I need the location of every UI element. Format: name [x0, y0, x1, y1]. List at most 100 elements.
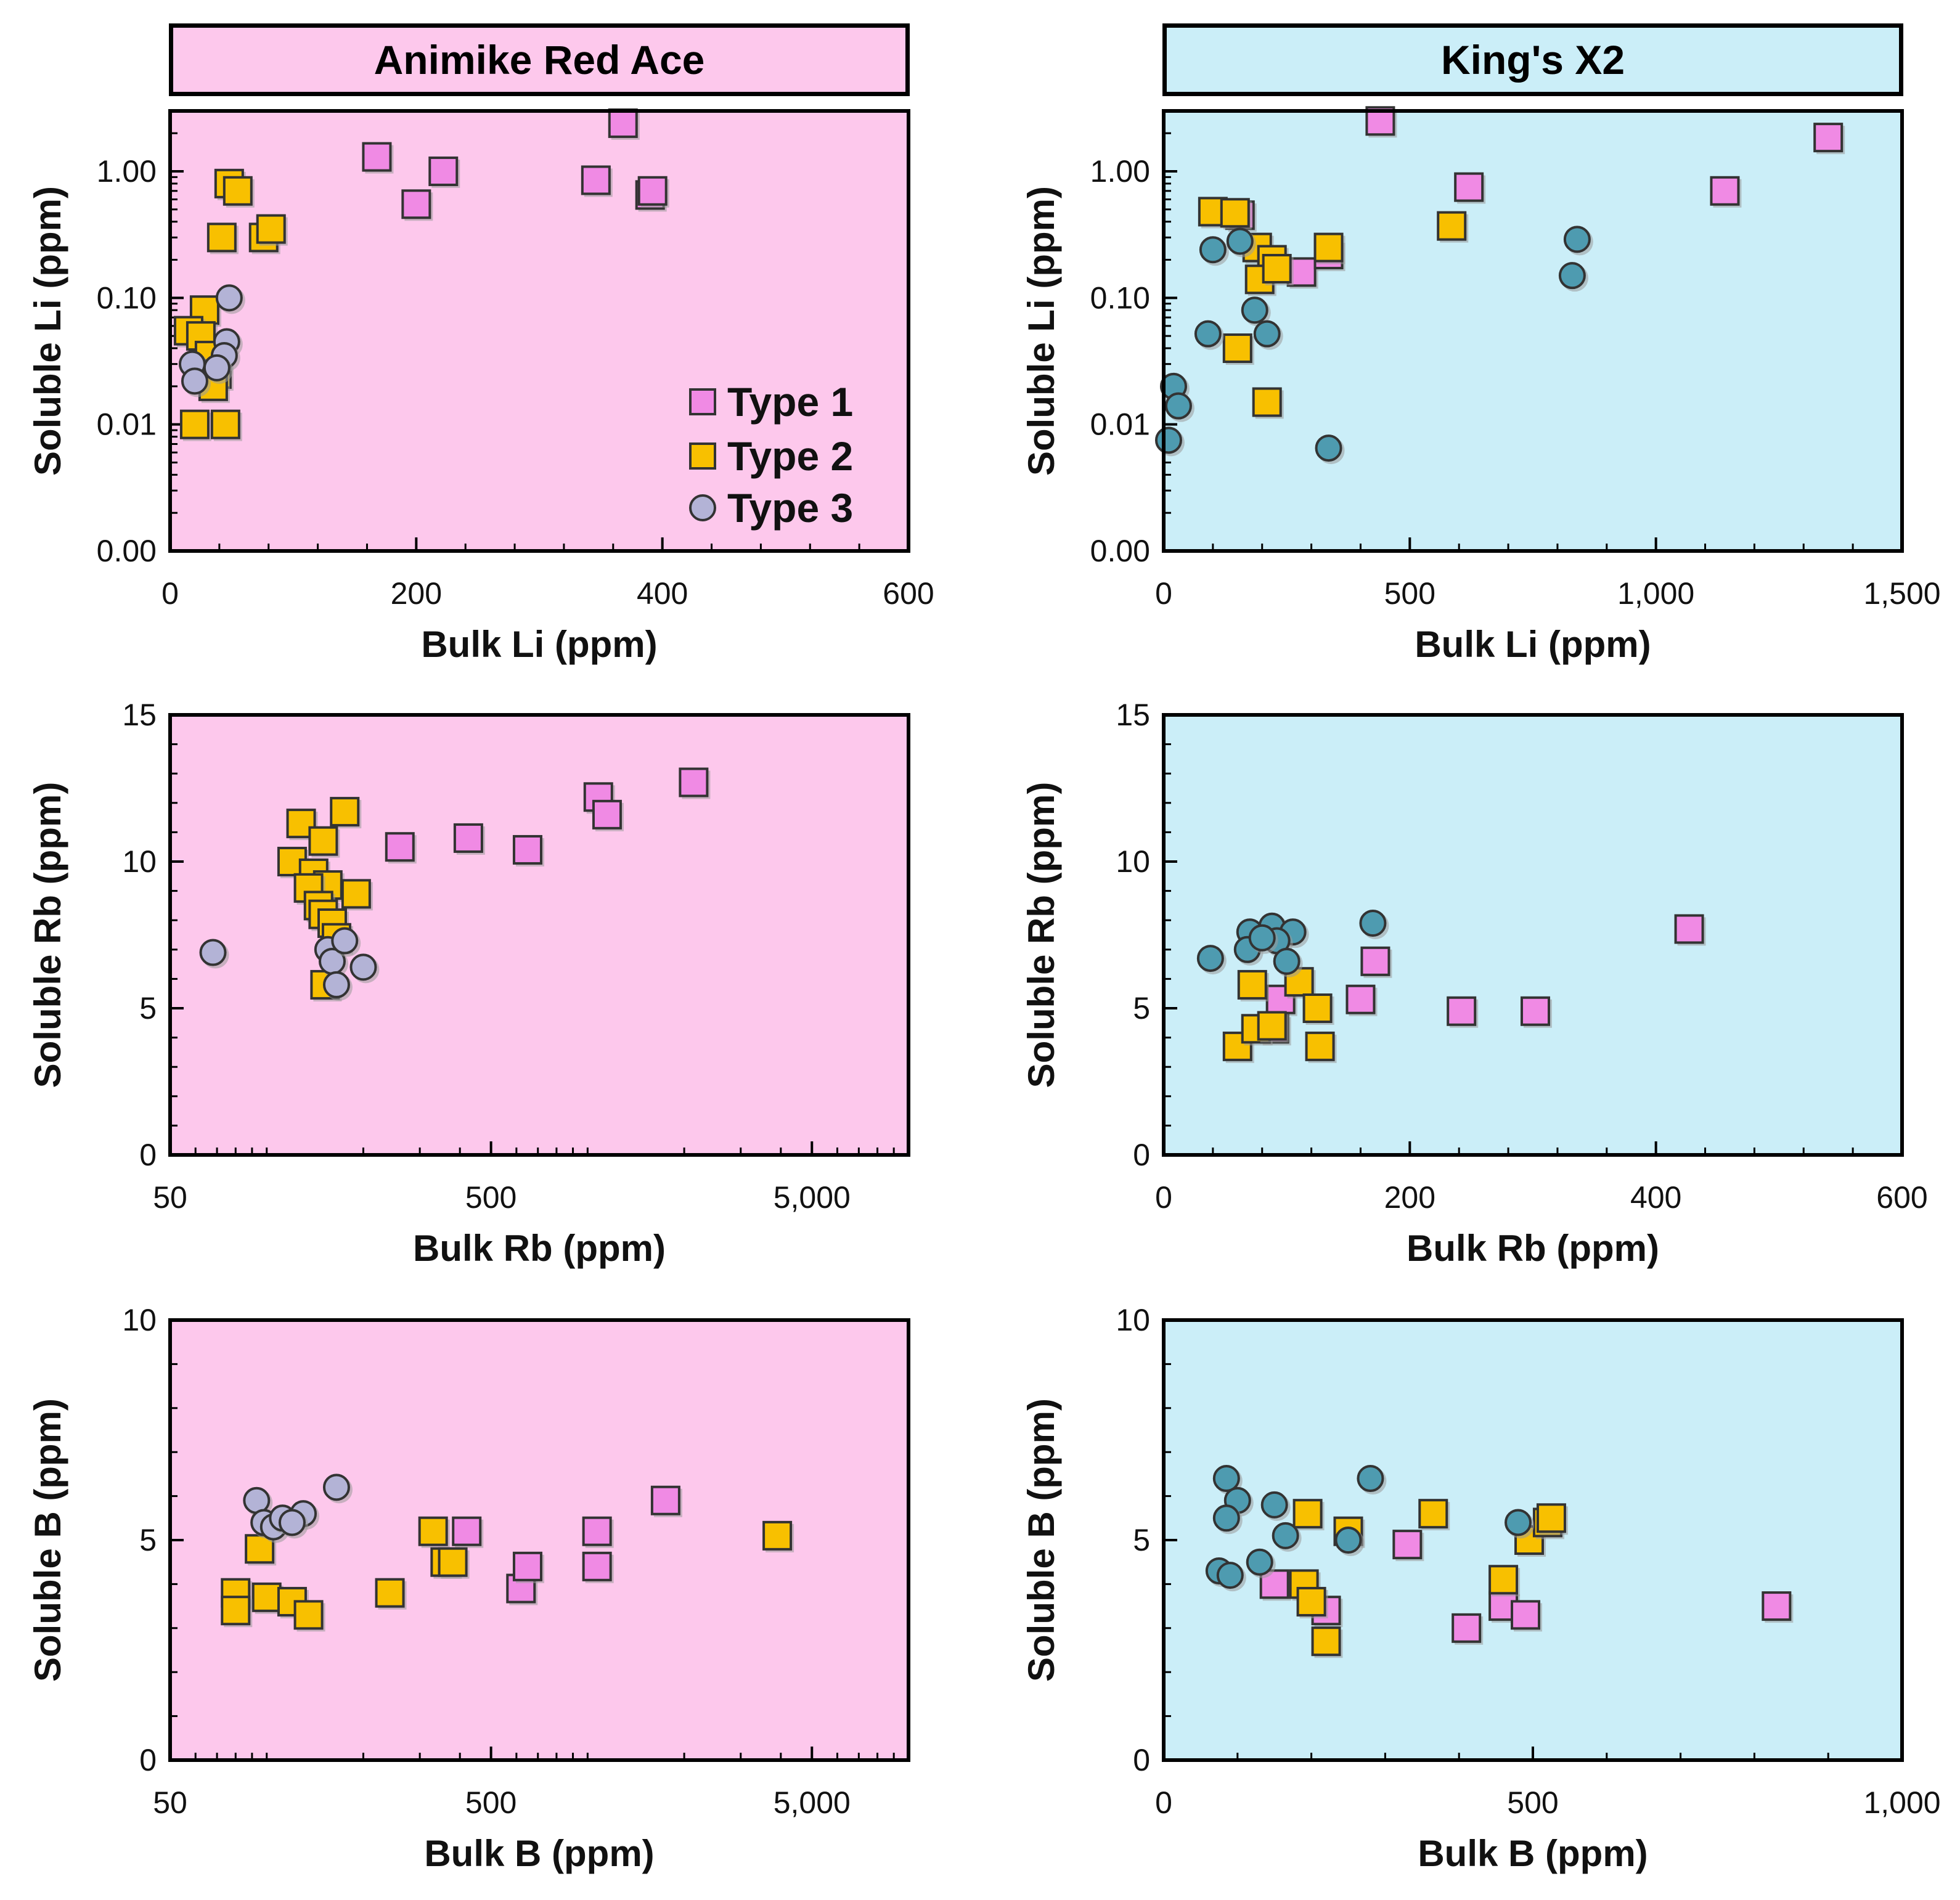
data-point-type-1 [1454, 172, 1484, 202]
data-point-type-2 [179, 409, 210, 439]
y-tick-label: 1.00 [1090, 154, 1150, 189]
data-point-type-2 [1488, 1565, 1519, 1595]
x-axis-title: Bulk B (ppm) [1418, 1833, 1648, 1874]
data-point-type-3 [1196, 945, 1224, 972]
legend-swatch [689, 388, 716, 415]
data-point-type-3 [1315, 434, 1342, 462]
data-point-type-3 [1194, 320, 1222, 348]
x-tick-label: 5,000 [774, 1785, 851, 1820]
data-point-type-2 [341, 879, 371, 909]
x-axis-title: Bulk Rb (ppm) [1407, 1228, 1659, 1269]
y-tick-label: 0.10 [1090, 280, 1150, 315]
x-tick-label: 5,000 [774, 1180, 851, 1215]
data-point-type-2 [256, 214, 286, 244]
data-point-type-2 [221, 1596, 251, 1626]
x-tick-label: 200 [391, 576, 442, 611]
x-tick-label: 500 [1384, 576, 1435, 611]
y-tick-label: 5 [1133, 1523, 1150, 1557]
x-tick-label: 500 [465, 1180, 517, 1215]
data-point-type-3 [181, 367, 208, 395]
plot-frame [1162, 109, 1904, 553]
data-point-type-2 [1313, 232, 1344, 263]
data-point-type-3 [1273, 947, 1301, 975]
data-point-type-1 [582, 1516, 612, 1546]
data-point-type-3 [322, 971, 350, 998]
y-tick-label: 0 [1133, 1138, 1150, 1172]
data-point-type-2 [375, 1578, 405, 1608]
plot-area [1164, 111, 1902, 551]
data-point-type-2 [1296, 1586, 1326, 1617]
data-point-type-3 [1272, 1522, 1299, 1549]
data-point-type-3 [215, 284, 243, 312]
data-point-type-3 [1253, 320, 1281, 348]
data-point-type-3 [1241, 296, 1268, 324]
x-tick-label: 1,000 [1617, 576, 1694, 611]
data-point-type-1 [1452, 1613, 1482, 1643]
data-point-type-1 [581, 165, 611, 195]
y-tick-label: 5 [1133, 991, 1150, 1025]
data-point-type-2 [206, 222, 237, 253]
data-point-type-2 [308, 826, 338, 856]
data-point-type-1 [1360, 946, 1390, 976]
y-tick-label: 10 [1116, 1303, 1150, 1337]
data-point-type-3 [278, 1509, 306, 1536]
x-tick-label: 400 [637, 576, 688, 611]
x-tick-label: 1,000 [1863, 1785, 1940, 1820]
y-tick-label: 5 [139, 991, 157, 1025]
data-point-type-1 [608, 108, 638, 138]
panel-header-kings-x2-label: King's X2 [1440, 37, 1625, 83]
plot-frame [168, 713, 910, 1157]
plot-frame [1162, 713, 1904, 1157]
x-axis-title: Bulk Li (ppm) [1415, 624, 1651, 665]
series-type-1 [452, 1485, 682, 1605]
data-point-type-3 [1260, 1491, 1288, 1519]
data-point-type-3 [1212, 1504, 1240, 1532]
y-tick-label: 15 [1116, 698, 1150, 732]
plot-area [170, 715, 909, 1155]
data-point-type-1 [428, 156, 459, 186]
y-tick-label: 0.01 [1090, 407, 1150, 442]
data-point-type-3 [1359, 909, 1387, 937]
y-axis-title: Soluble B (ppm) [1021, 1398, 1062, 1682]
x-tick-label: 0 [1155, 1180, 1172, 1215]
y-axis-title: Soluble Rb (ppm) [1021, 782, 1062, 1088]
data-point-type-3 [1505, 1509, 1532, 1536]
x-tick-label: 0 [161, 576, 179, 611]
y-tick-label: 0.00 [97, 534, 157, 568]
data-point-type-2 [762, 1520, 793, 1551]
data-point-type-2 [251, 1582, 282, 1612]
data-point-type-3 [1199, 236, 1227, 264]
data-point-type-3 [1357, 1465, 1384, 1493]
data-point-type-3 [1246, 1548, 1273, 1576]
y-tick-label: 0 [139, 1743, 157, 1777]
data-point-type-3 [199, 939, 227, 966]
data-point-type-1 [385, 832, 415, 862]
data-point-type-1 [592, 799, 622, 830]
chart-rb-kx2: 0 5 10 15 0 200 400 600 Bulk Rb (ppm) Soluble Rb … [1021, 698, 1928, 1269]
data-point-type-1 [1345, 984, 1376, 1014]
data-point-type-1 [679, 767, 709, 797]
data-point-type-1 [1813, 123, 1844, 153]
plot-frame [168, 1318, 910, 1762]
x-tick-label: 0 [1155, 576, 1172, 611]
x-tick-label: 200 [1384, 1180, 1435, 1215]
x-tick-label: 0 [1155, 1785, 1172, 1820]
data-point-type-3 [322, 1474, 350, 1501]
data-point-type-2 [438, 1547, 468, 1577]
plot-frame [1162, 1318, 1904, 1762]
series-type-3 [199, 927, 380, 1001]
data-point-type-2 [1536, 1503, 1566, 1533]
data-point-type-2 [1262, 253, 1292, 283]
series-type-2 [221, 1516, 794, 1632]
data-point-type-1 [452, 1516, 482, 1546]
chart-li-ara: 0.00 0.01 0.10 1.00 0 200 400 600 Bulk Li (ppm) S… [27, 108, 934, 665]
data-point-type-3 [1212, 1465, 1240, 1493]
y-tick-label: 0.00 [1090, 534, 1150, 568]
data-point-type-3 [203, 354, 231, 381]
data-point-type-3 [1216, 1562, 1244, 1589]
x-axis-title: Bulk B (ppm) [424, 1833, 654, 1874]
data-point-type-3 [1563, 226, 1591, 253]
data-point-type-2 [1257, 1011, 1287, 1041]
series-type-3 [1205, 1465, 1535, 1592]
